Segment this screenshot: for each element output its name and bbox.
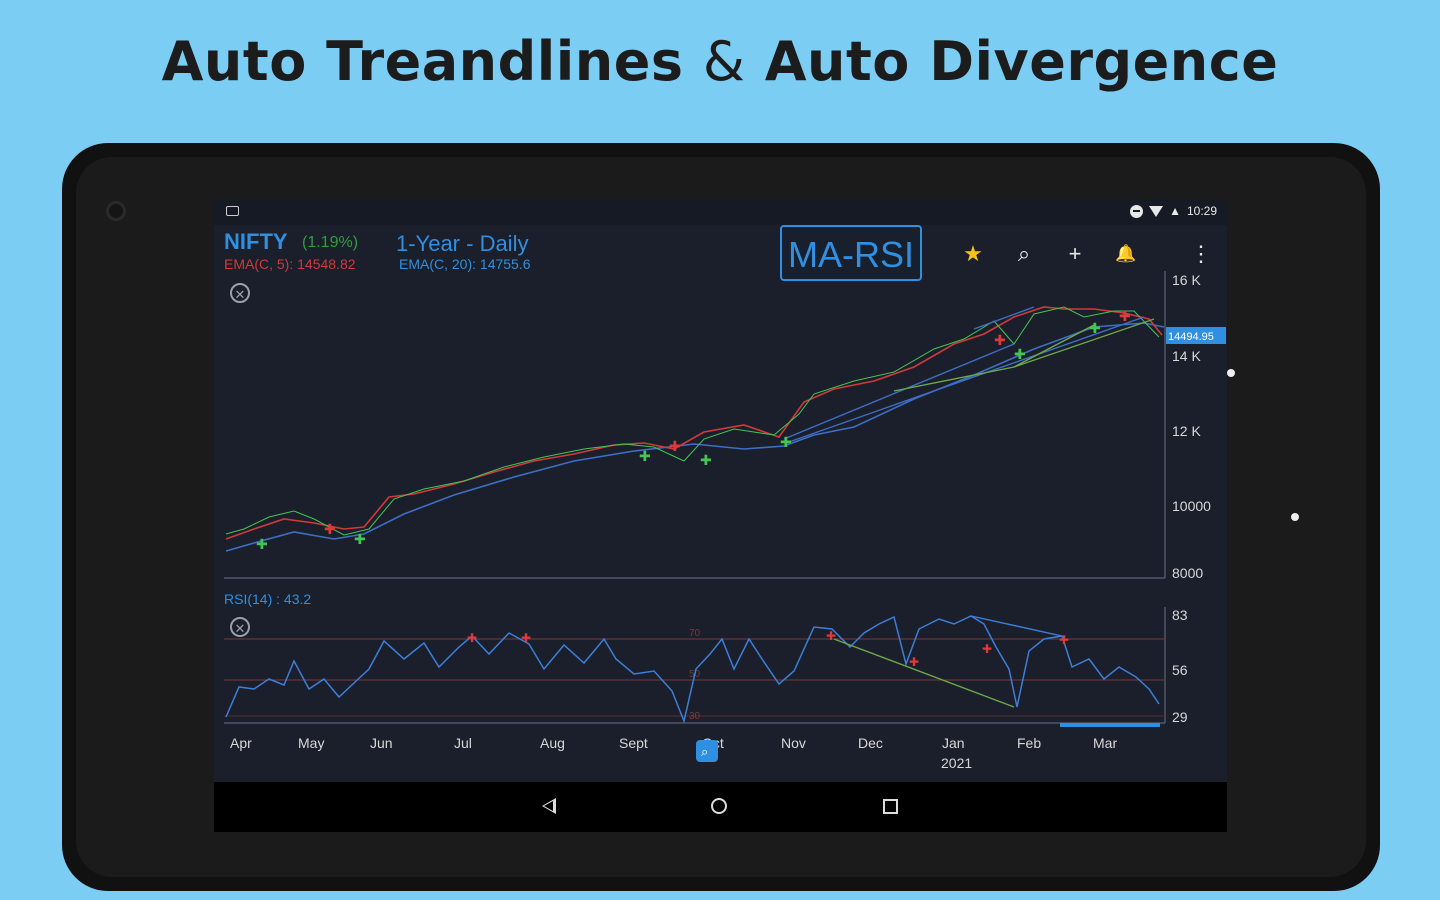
price-tick-16k: 16 K (1172, 272, 1201, 288)
trendline-green-2 (1013, 318, 1155, 368)
month-apr: Apr (230, 735, 252, 751)
sell-signal-marker: ✚ (324, 521, 336, 537)
plus-icon[interactable]: + (1068, 241, 1082, 266)
trendline-blue-1 (783, 343, 1015, 440)
sell-signal-marker: ✚ (994, 332, 1006, 348)
divergence-line-blue (970, 615, 1063, 637)
month-jul: Jul (454, 735, 472, 751)
wifi-icon (1149, 205, 1164, 217)
divergence-line (833, 638, 1015, 708)
buy-signal-marker: ✚ (639, 448, 651, 464)
month-sept: Sept (619, 735, 648, 751)
month-jun: Jun (370, 735, 393, 751)
buy-signal-marker: ✚ (1014, 346, 1026, 362)
rsi-tick-83: 83 (1172, 607, 1188, 623)
app-screen: ▲ 10:29 NIFTY (1.19%) 1-Year - Daily EMA… (214, 199, 1227, 832)
month-aug: Aug (540, 735, 565, 751)
rsi-level-30-label: 30 (689, 711, 701, 722)
more-icon[interactable]: ⋮ (1190, 241, 1212, 266)
rsi-sell-marker: ✚ (826, 629, 836, 643)
banner-amp: & (702, 30, 746, 93)
banner-headline: Auto Treandlines & Auto Divergence (0, 30, 1440, 93)
price-tick-14k: 14 K (1172, 348, 1201, 364)
price-tick-12k: 12 K (1172, 423, 1201, 439)
status-icons: ▲ 10:29 (1130, 204, 1217, 218)
battery-icon: ▲ (1169, 204, 1181, 218)
banner-part1: Auto Treandlines (161, 30, 684, 93)
sell-signal-marker: ✚ (1119, 308, 1131, 324)
buy-signal-marker: ✚ (1089, 320, 1101, 336)
close-rsi-pane-icon[interactable]: ✕ (230, 617, 250, 637)
status-bar: ▲ 10:29 (214, 199, 1227, 225)
change-label: (1.19%) (302, 234, 359, 251)
chart-header: NIFTY (1.19%) 1-Year - Daily EMA(C, 5): … (214, 225, 1227, 287)
rsi-tick-29: 29 (1172, 709, 1188, 725)
rsi-sell-marker: ✚ (1059, 633, 1069, 647)
rsi-tick-56: 56 (1172, 662, 1188, 678)
banner-part2: Auto Divergence (764, 30, 1279, 93)
buy-signal-marker: ✚ (354, 531, 366, 547)
star-icon[interactable]: ★ (963, 241, 983, 266)
buy-signal-marker: ✚ (256, 536, 268, 552)
sensor-dot (1227, 369, 1235, 377)
current-price-label: 14494.95 (1168, 331, 1214, 343)
ema-slow-label: EMA(C, 20): 14755.6 (399, 256, 531, 272)
rsi-label: RSI(14) : 43.2 (224, 591, 311, 607)
buy-signal-marker: ✚ (780, 434, 792, 450)
time-range-scrollbar[interactable] (1060, 723, 1160, 727)
status-time: 10:29 (1186, 204, 1217, 218)
back-icon[interactable] (542, 798, 556, 814)
month-may: May (298, 735, 324, 751)
trendline-blue-2 (788, 316, 1145, 443)
sell-signal-marker: ✚ (669, 438, 681, 454)
chart-canvas[interactable]: 70 50 30 16 K 14 K 12 K 10000 8000 14494… (214, 199, 1227, 782)
recents-icon[interactable] (883, 799, 898, 814)
study-button[interactable]: MA-RSI (780, 225, 922, 281)
symbol-label[interactable]: NIFTY (224, 229, 288, 254)
close-series (225, 306, 1160, 536)
month-nov: Nov (781, 735, 806, 751)
home-icon[interactable] (711, 798, 727, 814)
price-tick-10000: 10000 (1172, 498, 1211, 514)
month-jan: Jan (942, 735, 965, 751)
ema-fast-label: EMA(C, 5): 14548.82 (224, 256, 356, 272)
current-price-tag (1166, 327, 1226, 344)
month-feb: Feb (1017, 735, 1041, 751)
trendline-blue-3 (973, 306, 1035, 330)
gallery-icon (226, 206, 239, 216)
rsi-sell-marker: ✚ (909, 655, 919, 669)
camera-icon (106, 201, 126, 221)
rsi-sell-marker: ✚ (521, 631, 531, 645)
ema5-series (225, 306, 1163, 540)
light-sensor-icon (1291, 513, 1299, 521)
rsi-level-70-label: 70 (689, 628, 701, 639)
dnd-icon (1130, 204, 1144, 218)
android-nav-bar (214, 782, 1227, 832)
buy-signal-marker: ✚ (700, 452, 712, 468)
rsi-sell-marker: ✚ (982, 642, 992, 656)
year-label: 2021 (941, 755, 972, 771)
close-price-pane-icon[interactable]: ✕ (230, 283, 250, 303)
bell-icon[interactable]: 🔔 (1115, 244, 1137, 263)
month-dec: Dec (858, 735, 883, 751)
zoom-handle[interactable] (696, 740, 718, 762)
rsi-series (225, 615, 1160, 724)
zoom-icon: ⌕ (701, 744, 708, 759)
search-icon[interactable]: ⌕ (1017, 241, 1031, 266)
rsi-sell-marker: ✚ (467, 631, 477, 645)
price-tick-8000: 8000 (1172, 565, 1203, 581)
period-label[interactable]: 1-Year - Daily (396, 231, 529, 256)
month-mar: Mar (1093, 735, 1117, 751)
ema20-series (225, 322, 1165, 552)
